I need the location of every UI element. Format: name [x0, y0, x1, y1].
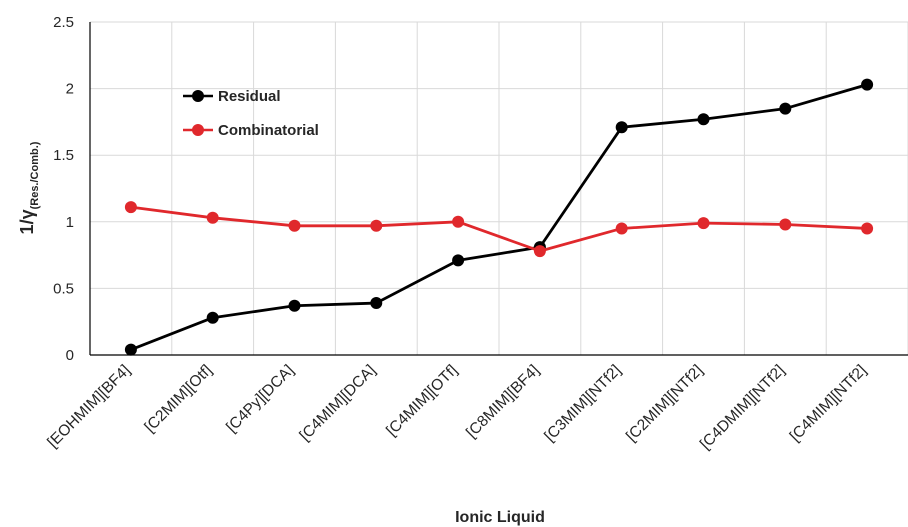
- x-tick-label: [C4MIM][OTf]: [383, 362, 461, 440]
- grid-lines: [90, 21, 908, 355]
- series-layer: [124, 78, 874, 356]
- x-tick-label: [C4MIM][DCA]: [296, 362, 379, 445]
- data-point-residual: [288, 299, 301, 312]
- legend: Residual Combinatorial: [183, 88, 319, 139]
- y-tick-label: 0: [66, 347, 74, 364]
- data-point-combinatorial: [533, 245, 546, 258]
- legend-marker-combinatorial: [192, 124, 204, 136]
- data-point-residual: [861, 78, 874, 91]
- data-point-residual: [615, 121, 628, 134]
- data-point-residual: [452, 254, 465, 267]
- data-point-residual: [370, 297, 383, 310]
- data-point-combinatorial: [288, 219, 301, 232]
- series-residual: [124, 78, 874, 356]
- x-axis-title: Ionic Liquid: [455, 509, 545, 526]
- y-tick-label: 1.5: [53, 147, 74, 164]
- data-point-residual: [206, 311, 219, 324]
- series-combinatorial: [124, 201, 874, 258]
- y-tick-label: 0.5: [53, 280, 74, 297]
- y-axis-title: 1/γ(Res./Comb.): [17, 141, 41, 234]
- data-point-combinatorial: [370, 219, 383, 232]
- x-tick-label: [C4MIM][NTf2]: [787, 362, 870, 445]
- y-tick-label: 2.5: [53, 14, 74, 31]
- data-point-residual: [779, 102, 792, 115]
- data-point-combinatorial: [206, 211, 219, 224]
- data-point-combinatorial: [615, 222, 628, 235]
- x-tick-label: [C2MIM][Otf]: [141, 362, 215, 436]
- x-tick-label: [C8MIM][BF4]: [463, 362, 543, 442]
- x-tick-label: [EOHMIM][BF4]: [44, 362, 133, 451]
- x-tick-labels: [EOHMIM][BF4] [C2MIM][Otf] [C4Py][DCA] [C4M…: [44, 362, 870, 453]
- x-tick-label: [C4Py][DCA]: [223, 362, 297, 436]
- data-point-combinatorial: [124, 201, 137, 214]
- data-point-combinatorial: [452, 215, 465, 228]
- series-line-residual: [130, 83, 868, 351]
- legend-item-combinatorial: Combinatorial: [183, 122, 319, 139]
- legend-item-residual: Residual: [183, 88, 281, 105]
- data-point-combinatorial: [861, 222, 874, 235]
- x-tick-label: [C3MIM][NTf2]: [541, 362, 624, 445]
- x-tick-label: [C4DMIM][NTf2]: [697, 362, 788, 453]
- legend-label-residual: Residual: [218, 88, 281, 105]
- axes: [89, 22, 908, 356]
- series-line-combinatorial: [130, 205, 868, 253]
- x-tick-label: [C2MIM][NTf2]: [623, 362, 706, 445]
- data-point-residual: [697, 113, 710, 126]
- legend-marker-residual: [192, 90, 204, 102]
- y-tick-label: 1: [66, 214, 74, 231]
- y-tick-label: 2: [66, 81, 74, 98]
- y-axis-title-subscript: (Res./Comb.): [29, 141, 41, 209]
- data-point-combinatorial: [697, 217, 710, 230]
- y-tick-labels: 0 0.5 1 1.5 2 2.5: [53, 14, 74, 364]
- data-point-residual: [124, 343, 137, 356]
- legend-label-combinatorial: Combinatorial: [218, 122, 319, 139]
- y-axis-title-main: 1/γ: [17, 209, 37, 234]
- data-point-combinatorial: [779, 218, 792, 231]
